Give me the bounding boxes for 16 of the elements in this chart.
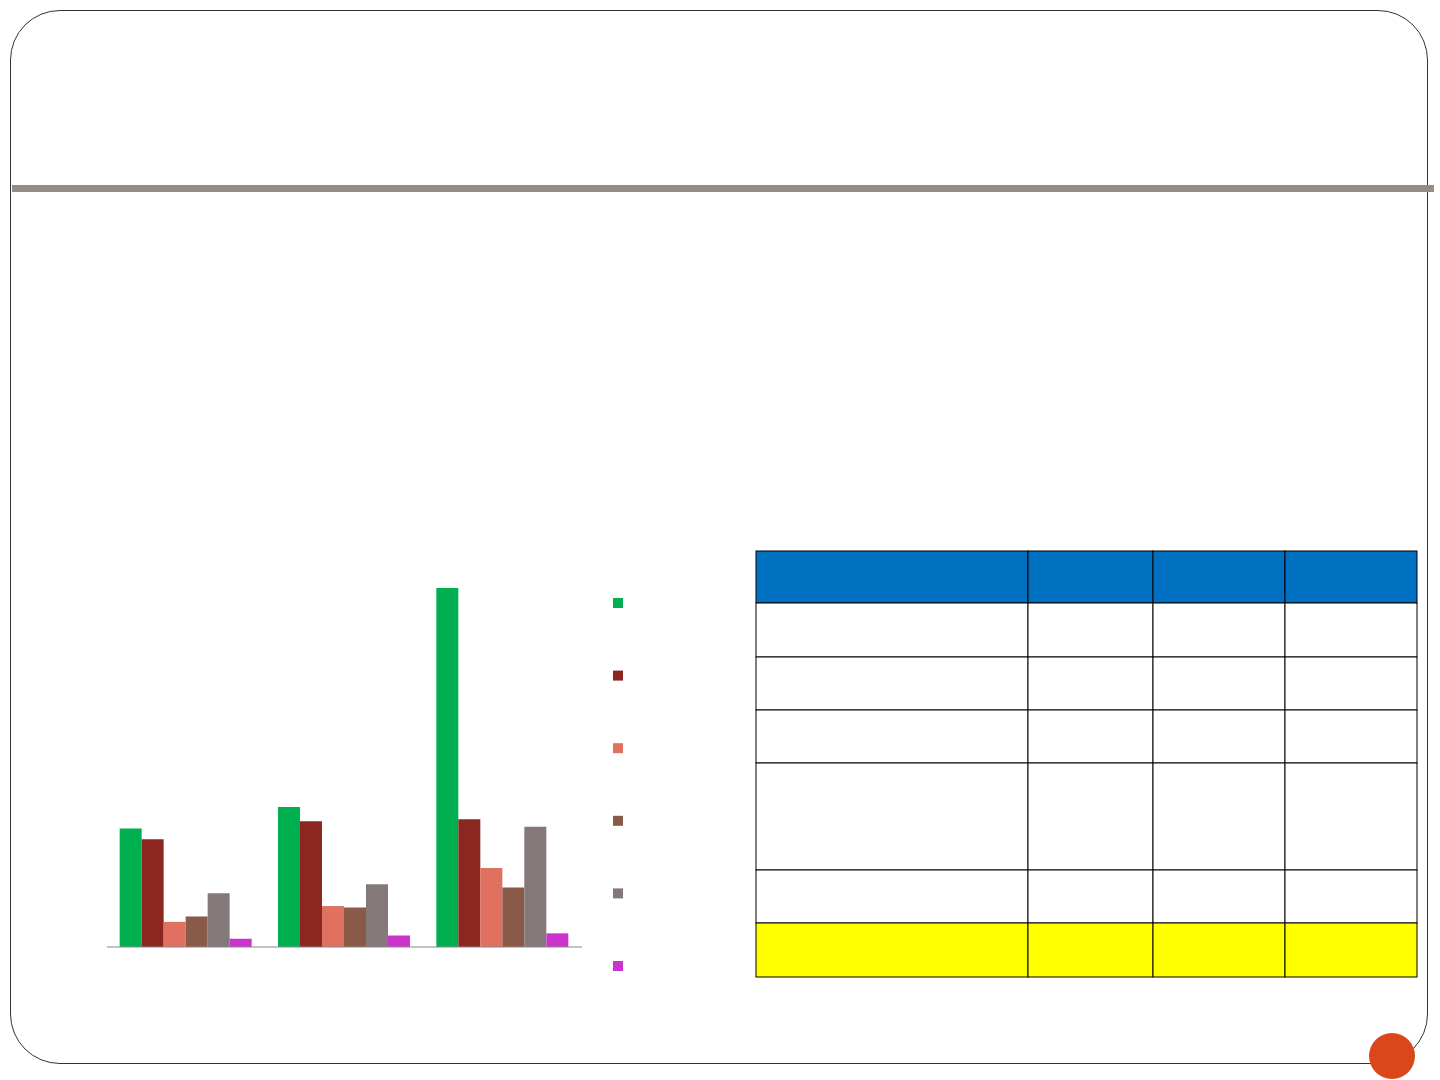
bar: [322, 906, 344, 947]
bar: [524, 826, 547, 947]
bar: [480, 868, 503, 947]
bar: [278, 806, 300, 947]
bar: [163, 921, 186, 947]
bar: [141, 839, 164, 947]
bar: [207, 893, 230, 947]
bar: [119, 828, 142, 947]
bar: [366, 884, 388, 947]
bar: [546, 933, 569, 947]
bar: [300, 821, 322, 947]
bar: [344, 907, 366, 947]
bar: [502, 887, 525, 947]
bar: [436, 588, 459, 947]
bar: [458, 819, 481, 947]
bar: [185, 916, 208, 947]
